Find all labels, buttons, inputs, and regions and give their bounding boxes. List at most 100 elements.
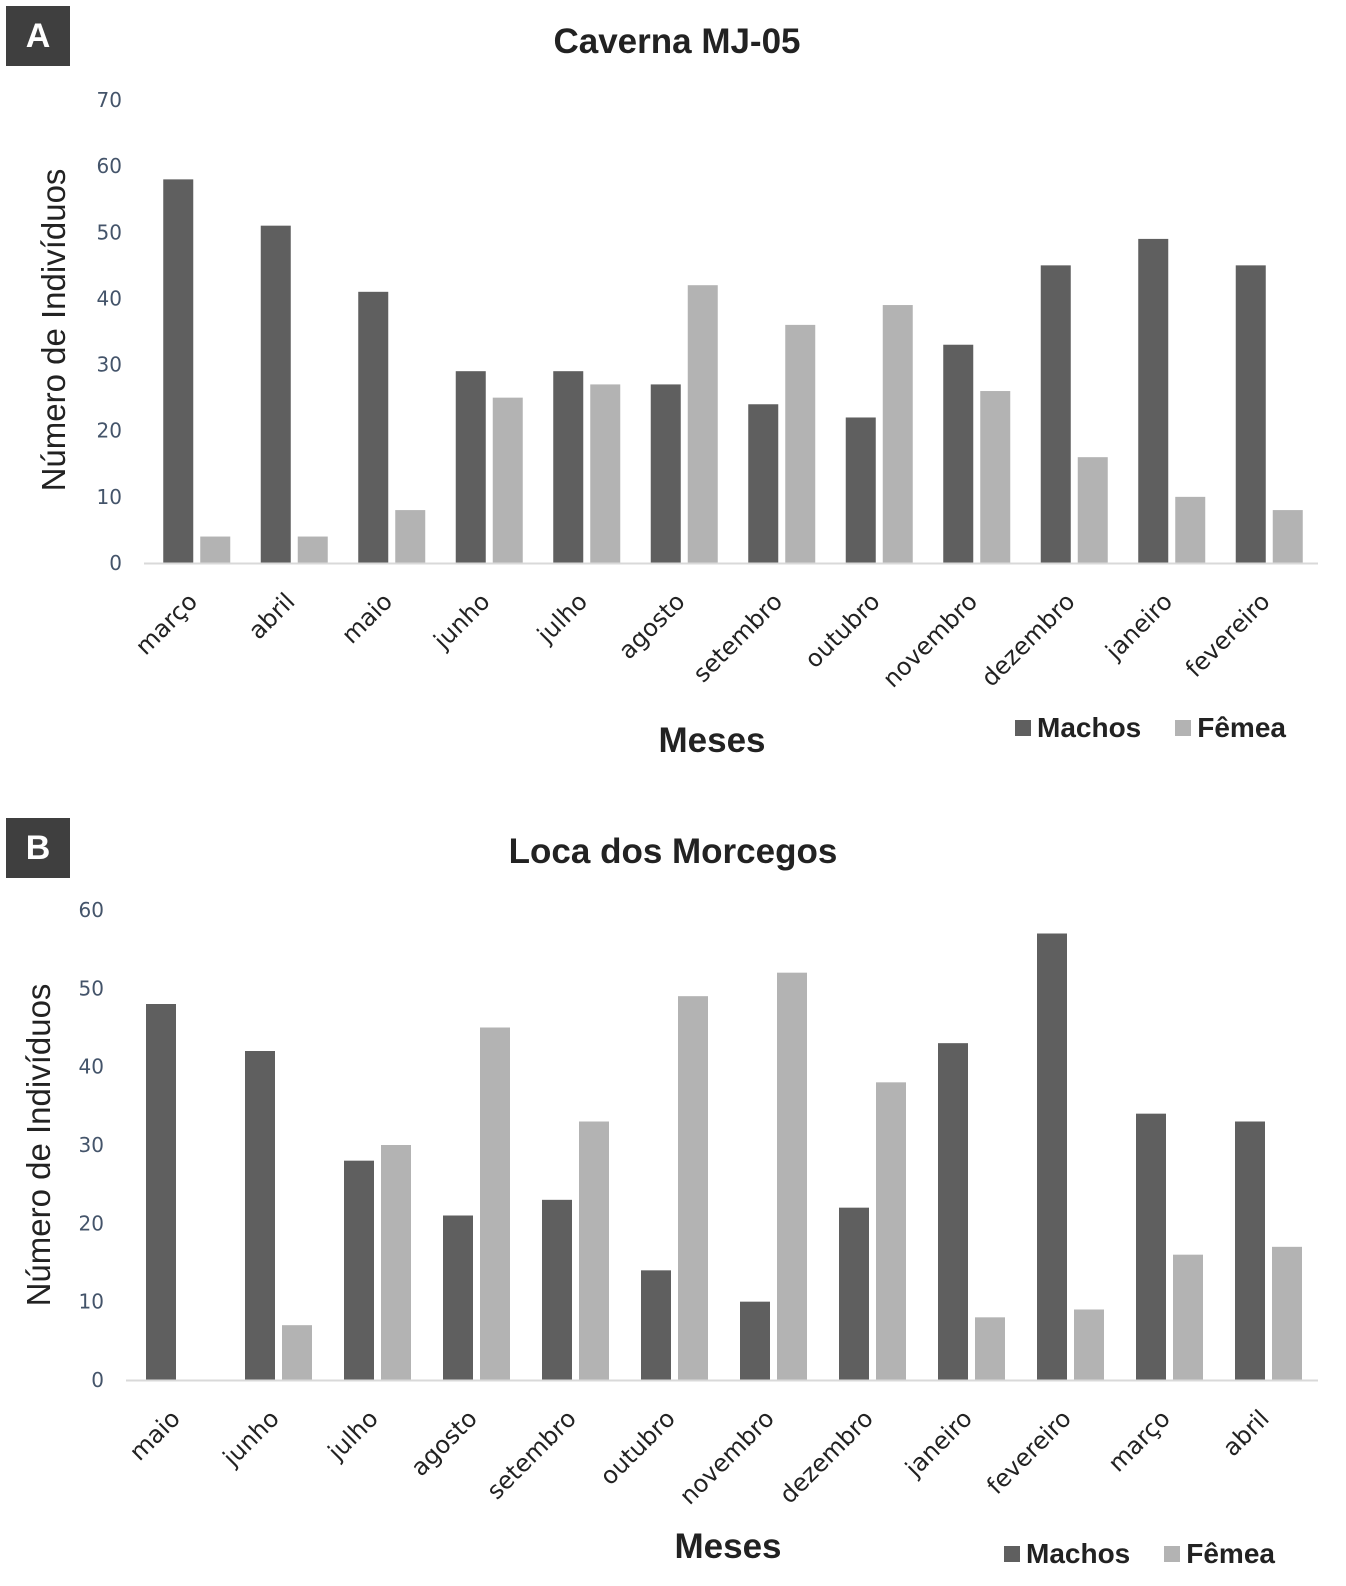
panel-label-a: A	[6, 6, 70, 66]
x-tick-label: setembro	[688, 587, 788, 687]
x-tick-label: agosto	[406, 1404, 483, 1481]
bar-femea	[1173, 1254, 1203, 1380]
bar-machos	[542, 1199, 572, 1380]
x-tick-label: janeiro	[1099, 587, 1178, 666]
x-tick-label: outubro	[595, 1404, 681, 1490]
y-tick-label: 30	[79, 1133, 104, 1157]
bar-machos	[358, 291, 389, 563]
bar-machos	[1235, 1121, 1265, 1380]
bar-machos	[443, 1215, 473, 1380]
x-tick-label: julho	[531, 587, 593, 649]
x-tick-label: junho	[428, 587, 496, 655]
x-tick-label: outubro	[799, 587, 885, 673]
legend-a: Machos Fêmea	[1015, 712, 1286, 744]
bar-femea	[492, 397, 523, 563]
y-tick-label: 30	[97, 353, 122, 377]
x-axis-label: Meses	[674, 1527, 781, 1566]
bar-machos	[943, 344, 974, 563]
y-tick-label: 60	[97, 154, 122, 178]
legend-swatch-machos	[1004, 1546, 1020, 1562]
legend-swatch-femea	[1164, 1546, 1181, 1562]
bar-femea	[678, 996, 708, 1380]
y-tick-label: 40	[79, 1055, 104, 1079]
bar-machos	[553, 371, 584, 563]
x-tick-label: abril	[243, 587, 300, 644]
x-tick-label: dezembro	[774, 1404, 879, 1509]
bar-femea	[579, 1121, 609, 1380]
chart-a: 0 10 20 30 40 50 60 70 março abril maio junho julho a…	[35, 88, 1318, 760]
y-tick-label: 50	[97, 220, 122, 244]
bar-machos	[455, 371, 486, 563]
x-tick-label: janeiro	[899, 1404, 978, 1483]
y-tick-label: 70	[97, 88, 122, 112]
x-tick-label: abril	[1217, 1404, 1274, 1461]
bar-femea	[975, 1317, 1005, 1380]
x-axis-label: Meses	[658, 721, 765, 760]
legend-swatch-machos	[1015, 720, 1031, 736]
bar-femea	[785, 324, 816, 563]
bar-femea	[876, 1082, 906, 1380]
bar-machos	[344, 1160, 374, 1380]
panel-b: B Loca dos Morcegos 0 10 20 30 40 50 60 maio jun…	[0, 810, 1346, 1586]
x-tick-label: dezembro	[976, 587, 1081, 692]
bar-machos	[938, 1043, 968, 1380]
panel-label-b: B	[6, 818, 70, 878]
x-tick-label: maio	[124, 1404, 186, 1466]
bar-femea	[980, 391, 1011, 563]
y-tick-label: 20	[79, 1211, 104, 1235]
bar-femea	[1175, 496, 1206, 563]
legend-item-femea: Fêmea	[1175, 712, 1286, 744]
chart-title-b: Loca dos Morcegos	[508, 832, 838, 871]
bar-femea	[297, 536, 328, 563]
x-tick-label: março	[130, 587, 203, 660]
legend-item-machos: Machos	[1015, 712, 1141, 744]
y-axis-label: Número de Indivíduos	[35, 169, 72, 492]
bar-machos	[740, 1301, 770, 1380]
bar-femea	[1272, 1246, 1302, 1380]
bar-femea	[590, 384, 621, 563]
y-tick-label: 0	[91, 1368, 104, 1392]
panel-a: A Caverna MJ-05 0 10 20 30 40 50 60 70 março abri…	[0, 0, 1346, 790]
bar-machos	[845, 417, 876, 563]
chart-title-a: Caverna MJ-05	[553, 22, 801, 61]
bar-machos	[748, 404, 779, 563]
bar-femea	[395, 510, 426, 563]
bar-machos	[260, 225, 291, 563]
legend-label-femea: Fêmea	[1186, 1538, 1275, 1569]
bar-femea	[777, 972, 807, 1380]
y-axis-label: Número de Indivíduos	[20, 984, 57, 1307]
legend-label-machos: Machos	[1026, 1538, 1131, 1569]
bar-machos	[650, 384, 681, 563]
y-tick-label: 0	[109, 551, 122, 575]
bar-machos	[1040, 265, 1071, 563]
y-tick-label: 10	[79, 1290, 104, 1314]
x-tick-label: setembro	[481, 1404, 581, 1504]
bar-machos	[245, 1051, 275, 1380]
x-tick-label: novembro	[674, 1404, 780, 1510]
bar-femea	[200, 536, 231, 563]
bar-femea	[687, 285, 718, 563]
bar-machos	[1235, 265, 1266, 563]
bar-femea	[480, 1027, 510, 1380]
x-tick-label: março	[1103, 1404, 1176, 1477]
y-tick-label: 10	[97, 485, 122, 509]
x-tick-label: maio	[336, 587, 398, 649]
y-tick-label: 20	[97, 419, 122, 443]
x-tick-label: julho	[322, 1404, 384, 1466]
x-tick-label: agosto	[613, 587, 690, 664]
x-tick-label: fevereiro	[981, 1404, 1076, 1499]
chart-b: 0 10 20 30 40 50 60 maio junho julho agostosetembr…	[20, 898, 1318, 1566]
bar-machos	[1037, 933, 1067, 1380]
x-tick-label: fevereiro	[1180, 587, 1275, 682]
bar-machos	[1136, 1113, 1166, 1380]
bar-machos	[839, 1207, 869, 1380]
bar-femea	[1074, 1309, 1104, 1380]
legend-label-machos: Machos	[1037, 712, 1142, 743]
legend-item-machos: Machos	[1004, 1538, 1130, 1570]
bar-machos	[641, 1270, 671, 1380]
legend-swatch-femea	[1175, 720, 1192, 736]
legend-item-femea: Fêmea	[1164, 1538, 1275, 1570]
bar-machos	[1138, 238, 1169, 563]
legend-label-femea: Fêmea	[1197, 712, 1286, 743]
y-tick-label: 60	[79, 898, 104, 922]
